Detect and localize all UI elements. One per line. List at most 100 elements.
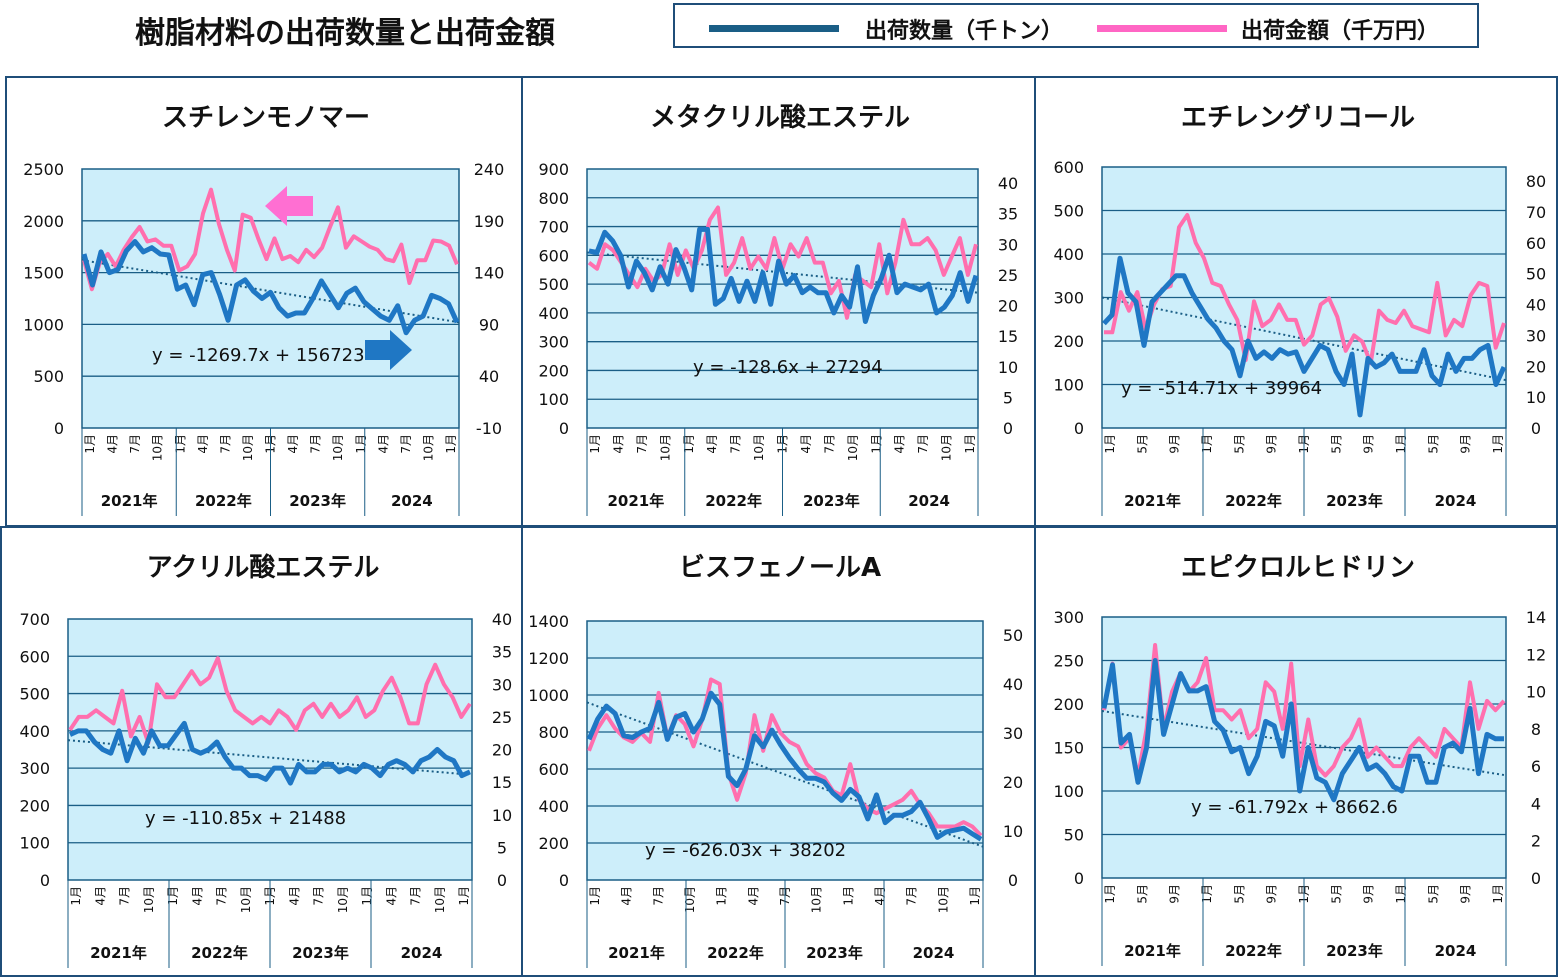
chart-ethylene-glycol: エチレングリコール6005004003002001000807060504030… xyxy=(1053,103,1546,516)
month-tick-label: 1月 xyxy=(354,434,368,454)
year-label: 2023年 xyxy=(1326,942,1383,960)
right-tick-label: 0 xyxy=(497,871,507,890)
left-tick-label: 100 xyxy=(19,834,50,853)
trend-equation: y = -61.792x + 8662.6 xyxy=(1191,797,1398,818)
month-tick-label: 4月 xyxy=(611,434,625,454)
month-tick-label: 7月 xyxy=(118,886,132,906)
trend-equation: y = -110.85x + 21488 xyxy=(145,808,346,829)
left-tick-label: 200 xyxy=(538,361,569,380)
chart-panel-styrene: スチレンモノマー 2500 2000 1500 1000 500 0 240 190 140 90 4… xyxy=(5,76,523,527)
series-line-amount xyxy=(82,187,459,292)
month-tick-label: 7月 xyxy=(729,434,743,454)
right-tick-label: 15 xyxy=(492,773,512,792)
month-tick-label: 9月 xyxy=(1265,434,1279,454)
right-tick-label: 190 xyxy=(474,212,505,231)
month-tick-label: 1月 xyxy=(963,434,977,454)
year-label: 2022年 xyxy=(705,492,762,510)
month-tick-label: 10月 xyxy=(752,434,766,461)
chart-title: エピクロルヒドリン xyxy=(1181,553,1415,583)
month-tick-label: 9月 xyxy=(1265,884,1279,904)
month-tick-label: 7月 xyxy=(916,434,930,454)
right-tick-label: 30 xyxy=(998,235,1018,254)
right-tick-label: 0 xyxy=(1003,419,1013,438)
right-tick-label: 15 xyxy=(998,327,1018,346)
right-tick-label: 10 xyxy=(1003,822,1023,841)
legend-amount-label: 出荷金額（千万円） xyxy=(1241,19,1440,44)
month-tick-label: 7月 xyxy=(399,434,413,454)
month-tick-label: 7月 xyxy=(309,434,323,454)
left-tick-label: 500 xyxy=(1053,202,1084,221)
month-tick-label: 1月 xyxy=(682,434,696,454)
month-tick-label: 7月 xyxy=(312,886,326,906)
right-tick-label: 30 xyxy=(1003,724,1023,743)
month-tick-label: 4月 xyxy=(799,434,813,454)
year-label: 2022年 xyxy=(195,492,252,510)
left-tick-label: 300 xyxy=(538,333,569,352)
left-tick-label: 300 xyxy=(1053,608,1084,627)
series-line-quantity xyxy=(586,690,983,842)
year-label: 2021年 xyxy=(1124,942,1181,960)
left-tick-label: 100 xyxy=(1053,782,1084,801)
right-tick-label: 14 xyxy=(1526,608,1546,627)
month-tick-label: 1月 xyxy=(841,886,855,906)
month-tick-label: 1月 xyxy=(1200,434,1214,454)
right-tick-label: 5 xyxy=(497,838,507,857)
left-tick-label: 250 xyxy=(1053,652,1084,671)
left-axis-arrow-icon xyxy=(265,186,313,226)
chart-acrylate: アクリル酸エステル7006005004003002001000403530252… xyxy=(19,553,512,968)
left-tick-label: 400 xyxy=(538,304,569,323)
right-tick-label: 0 xyxy=(1531,869,1541,888)
right-tick-label: 10 xyxy=(1526,388,1546,407)
left-tick-label: 800 xyxy=(538,189,569,208)
left-tick-label: 100 xyxy=(1053,376,1084,395)
right-tick-label: 140 xyxy=(474,264,505,283)
month-tick-label: 9月 xyxy=(1168,884,1182,904)
series-line-quantity xyxy=(1101,658,1504,803)
right-tick-label: 40 xyxy=(1526,296,1546,315)
left-tick-label: 1500 xyxy=(23,264,64,283)
right-tick-label: 30 xyxy=(492,675,512,694)
month-tick-label: 10月 xyxy=(142,886,156,913)
left-tick-label: 150 xyxy=(1053,739,1084,758)
month-tick-label: 9月 xyxy=(1459,434,1473,454)
month-tick-label: 1月 xyxy=(444,434,458,454)
left-tick-label: 600 xyxy=(538,760,569,779)
month-tick-label: 1月 xyxy=(1394,434,1408,454)
right-tick-label: 6 xyxy=(1531,757,1541,776)
month-tick-label: 1月 xyxy=(1394,884,1408,904)
month-tick-label: 10月 xyxy=(239,886,253,913)
year-label: 2023年 xyxy=(289,492,346,510)
chart-panel-bisphenol-a: ビスフェノールA 1400 1200 1000 800 600 400 200 0 50 40 30 2… xyxy=(521,526,1036,977)
plot-area xyxy=(586,168,979,429)
month-tick-label: 1月 xyxy=(360,886,374,906)
month-tick-label: 5月 xyxy=(1135,434,1149,454)
month-tick-label: 10月 xyxy=(846,434,860,461)
month-tick-label: 5月 xyxy=(1135,884,1149,904)
left-tick-label: 500 xyxy=(19,685,50,704)
chart-panel-ethylene-glycol: エチレングリコール 600 500 400 300 200 100 0 80 70 60 50 40 30… xyxy=(1034,76,1558,527)
month-tick-label: 7月 xyxy=(409,886,423,906)
left-tick-label: 200 xyxy=(1053,695,1084,714)
month-tick-label: 1月 xyxy=(83,434,97,454)
left-tick-label: 1400 xyxy=(528,612,569,631)
chart-panel-acrylate: アクリル酸エステル 700 600 500 400 300 200 100 0 40 35 30 25 2… xyxy=(0,526,523,977)
month-tick-label: 7月 xyxy=(218,434,232,454)
left-tick-label: 1000 xyxy=(528,686,569,705)
right-axis-arrow-icon xyxy=(365,330,412,370)
left-tick-label: 2500 xyxy=(23,160,64,179)
right-tick-label: 50 xyxy=(1526,265,1546,284)
left-tick-label: 200 xyxy=(19,796,50,815)
month-tick-label: 5月 xyxy=(1329,434,1343,454)
right-tick-label: 20 xyxy=(1003,773,1023,792)
left-tick-label: 700 xyxy=(538,218,569,237)
left-tick-label: 400 xyxy=(538,797,569,816)
year-label: 2021年 xyxy=(90,944,147,962)
year-label: 2023年 xyxy=(806,944,863,962)
left-tick-label: 600 xyxy=(1053,158,1084,177)
month-tick-label: 5月 xyxy=(1426,434,1440,454)
plot-area xyxy=(67,618,473,881)
left-tick-label: 0 xyxy=(40,871,50,890)
month-tick-label: 1月 xyxy=(1103,884,1117,904)
left-tick-label: 300 xyxy=(1053,289,1084,308)
right-tick-label: 8 xyxy=(1531,720,1541,739)
